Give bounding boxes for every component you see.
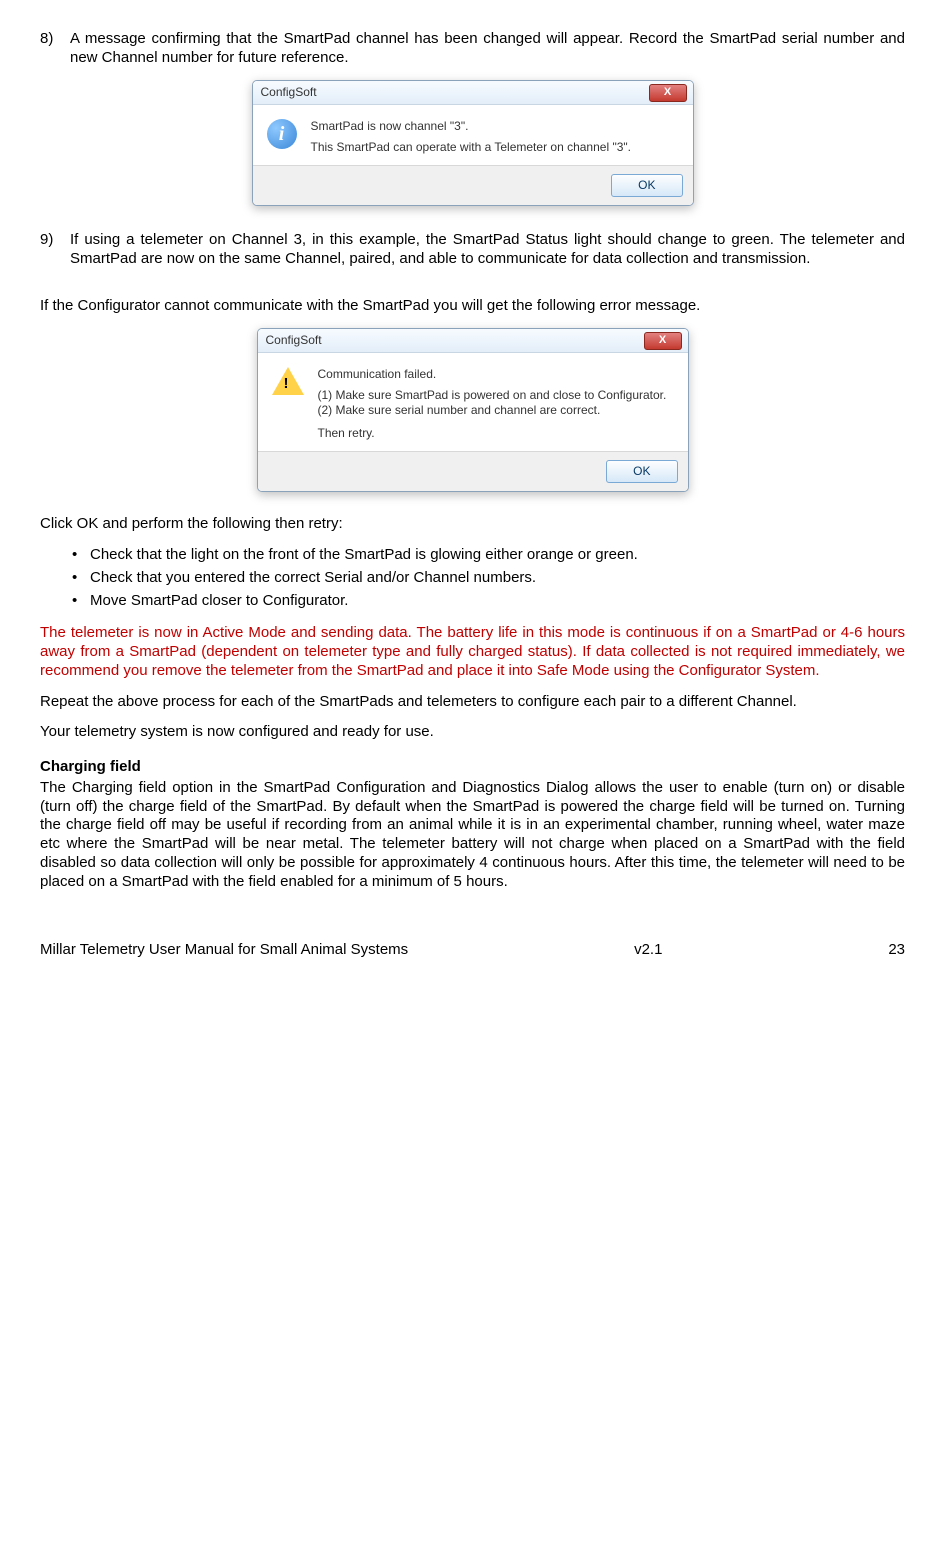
dialog-titlebar: ConfigSoft X (258, 329, 688, 353)
bullet-list: • Check that the light on the front of t… (40, 546, 905, 610)
dialog-line1: Communication failed. (318, 367, 667, 382)
close-icon[interactable]: X (649, 84, 687, 102)
dialog-body: i SmartPad is now channel "3". This Smar… (253, 105, 693, 165)
step-number: 9) (40, 231, 70, 269)
list-item: • Check that you entered the correct Ser… (72, 569, 905, 588)
repeat-para: Repeat the above process for each of the… (40, 693, 905, 712)
dialog-success: ConfigSoft X i SmartPad is now channel "… (252, 80, 694, 206)
bullet-icon: • (72, 546, 90, 565)
error-intro: If the Configurator cannot communicate w… (40, 297, 905, 316)
dialog-line1: SmartPad is now channel "3". (311, 119, 631, 134)
charging-heading: Charging field (40, 758, 905, 777)
dialog-line4: Then retry. (318, 426, 667, 441)
dialog-body: Communication failed. (1) Make sure Smar… (258, 353, 688, 451)
page-footer: Millar Telemetry User Manual for Small A… (40, 941, 905, 960)
ready-para: Your telemetry system is now configured … (40, 723, 905, 742)
retry-intro: Click OK and perform the following then … (40, 515, 905, 534)
dialog-message: Communication failed. (1) Make sure Smar… (318, 367, 667, 441)
ok-button[interactable]: OK (611, 174, 682, 197)
step-8: 8) A message confirming that the SmartPa… (40, 30, 905, 68)
dialog-title-text: ConfigSoft (261, 85, 317, 99)
info-icon: i (267, 119, 297, 149)
dialog-footer: OK (253, 165, 693, 205)
step-9: 9) If using a telemeter on Channel 3, in… (40, 231, 905, 269)
bullet-icon: • (72, 569, 90, 588)
dialog-titlebar: ConfigSoft X (253, 81, 693, 105)
step-text: If using a telemeter on Channel 3, in th… (70, 231, 905, 269)
bullet-icon: • (72, 592, 90, 611)
step-text: A message confirming that the SmartPad c… (70, 30, 905, 68)
step-number: 8) (40, 30, 70, 68)
footer-right: 23 (888, 941, 905, 960)
dialog-line3: (2) Make sure serial number and channel … (318, 403, 667, 418)
red-note: The telemeter is now in Active Mode and … (40, 624, 905, 680)
warning-icon (272, 367, 304, 395)
dialog-line2: This SmartPad can operate with a Telemet… (311, 140, 631, 155)
dialog-error: ConfigSoft X Communication failed. (1) M… (257, 328, 689, 492)
ok-button[interactable]: OK (606, 460, 677, 483)
dialog-title-text: ConfigSoft (266, 333, 322, 347)
close-icon[interactable]: X (644, 332, 682, 350)
charging-body: The Charging field option in the SmartPa… (40, 779, 905, 892)
bullet-text: Check that you entered the correct Seria… (90, 569, 536, 588)
bullet-text: Move SmartPad closer to Configurator. (90, 592, 348, 611)
footer-left: Millar Telemetry User Manual for Small A… (40, 941, 408, 960)
bullet-text: Check that the light on the front of the… (90, 546, 638, 565)
dialog-success-wrap: ConfigSoft X i SmartPad is now channel "… (40, 80, 905, 212)
dialog-message: SmartPad is now channel "3". This SmartP… (311, 119, 631, 155)
dialog-error-wrap: ConfigSoft X Communication failed. (1) M… (40, 328, 905, 498)
dialog-footer: OK (258, 451, 688, 491)
footer-center: v2.1 (634, 941, 662, 960)
dialog-line2: (1) Make sure SmartPad is powered on and… (318, 388, 667, 403)
list-item: • Move SmartPad closer to Configurator. (72, 592, 905, 611)
list-item: • Check that the light on the front of t… (72, 546, 905, 565)
